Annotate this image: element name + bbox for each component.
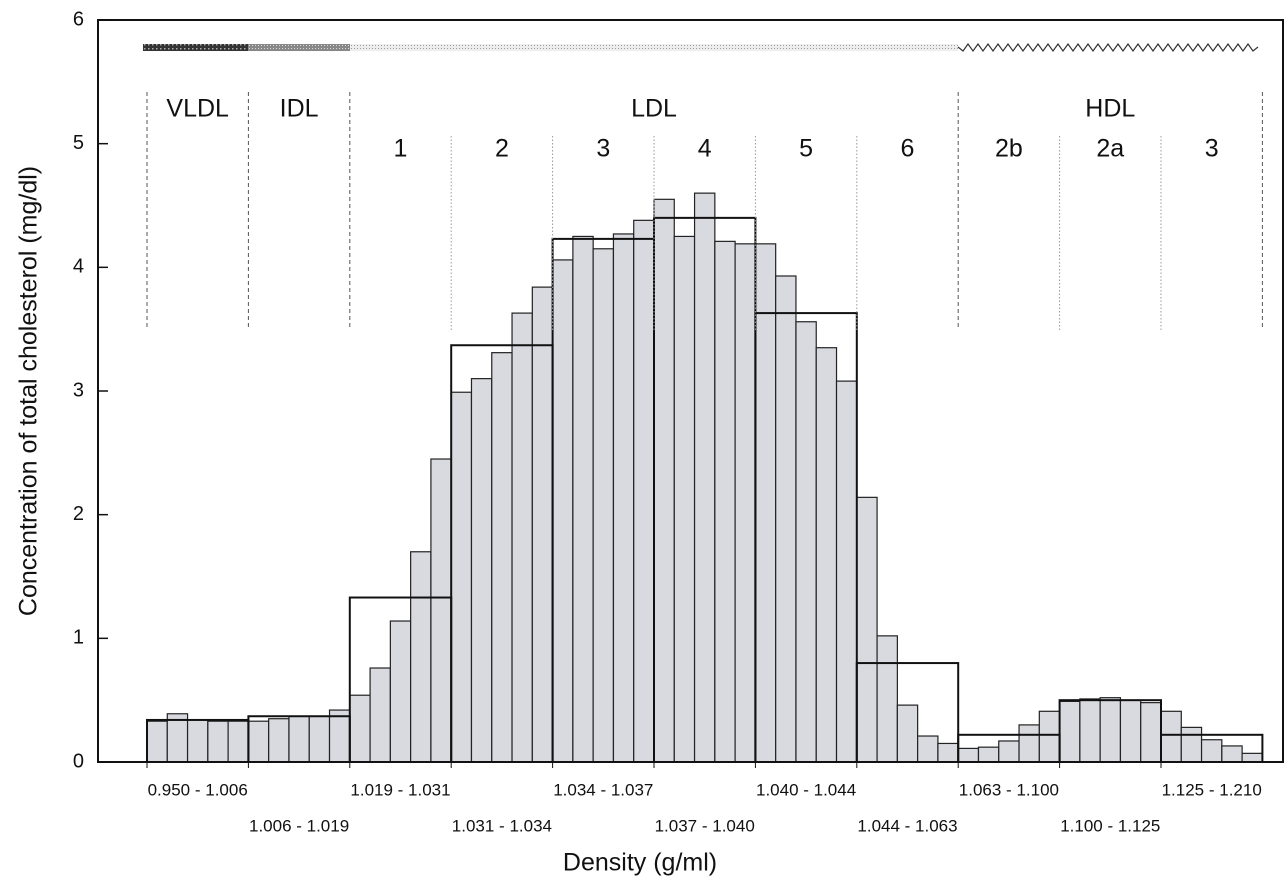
bar	[450, 391, 473, 763]
bar	[288, 715, 310, 763]
bar	[531, 286, 554, 763]
bar	[653, 198, 675, 763]
bar	[1018, 724, 1040, 763]
bar	[734, 243, 756, 763]
bar	[207, 720, 229, 763]
bar	[835, 380, 858, 763]
bar	[470, 378, 493, 763]
bar	[876, 635, 898, 763]
bar	[795, 321, 817, 763]
bar	[186, 719, 209, 763]
bar	[896, 704, 919, 763]
y-tick-label: 4	[73, 256, 84, 278]
bar	[592, 248, 615, 763]
band-vldl	[143, 44, 248, 51]
bar	[389, 620, 412, 763]
bar	[369, 667, 391, 763]
y-tick-label: 1	[73, 627, 84, 649]
bar	[491, 352, 513, 763]
group-outline	[1058, 699, 1162, 764]
y-tick-label: 5	[73, 132, 84, 154]
bar	[937, 742, 959, 763]
subclass-label: 4	[698, 135, 712, 163]
x-tick-label: 1.040 - 1.044	[756, 780, 856, 799]
subclass-label: 2	[495, 135, 509, 163]
bar	[410, 551, 432, 763]
subclass-label: 3	[1205, 135, 1219, 163]
x-tick-label: 0.950 - 1.006	[148, 780, 248, 799]
bar	[268, 718, 290, 763]
bar	[754, 243, 777, 763]
bar	[1160, 710, 1182, 763]
bar	[551, 259, 574, 763]
x-tick-label: 1.034 - 1.037	[553, 780, 653, 799]
x-tick-label: 1.063 - 1.100	[959, 780, 1059, 799]
subclass-label: 5	[799, 135, 813, 163]
bar	[815, 347, 838, 763]
bar	[612, 233, 635, 763]
bar	[308, 715, 331, 763]
bar	[1099, 697, 1122, 763]
bar	[957, 747, 980, 763]
bar	[714, 240, 736, 763]
bar	[349, 694, 371, 763]
subclass-label: 1	[394, 135, 408, 163]
bar	[775, 275, 797, 763]
bar	[1200, 739, 1223, 763]
x-tick-label: 1.044 - 1.063	[857, 816, 957, 835]
bar	[1079, 698, 1101, 763]
bar	[998, 740, 1020, 763]
bar	[1241, 752, 1263, 763]
x-tick-label: 1.006 - 1.019	[249, 816, 349, 835]
x-tick-label: 1.125 - 1.210	[1162, 780, 1262, 799]
y-axis-title: Concentration of total cholesterol (mg/d…	[15, 166, 43, 616]
x-tick-label: 1.031 - 1.034	[452, 816, 552, 835]
class-label: IDL	[280, 95, 319, 123]
bar	[227, 720, 249, 763]
bar	[917, 735, 939, 763]
x-tick-label: 1.019 - 1.031	[350, 780, 450, 799]
band-ldl	[350, 44, 958, 51]
class-label: HDL	[1085, 95, 1135, 123]
bar	[977, 746, 1000, 763]
class-label: LDL	[631, 95, 677, 123]
bar	[1221, 745, 1243, 763]
bar	[1038, 710, 1061, 763]
bar	[430, 458, 452, 763]
bar	[1058, 700, 1081, 763]
y-tick-label: 3	[73, 379, 84, 401]
band-idl	[248, 44, 350, 51]
bar	[328, 709, 351, 763]
bar	[1180, 726, 1203, 763]
subclass-label: 3	[596, 135, 610, 163]
y-tick-label: 2	[73, 503, 84, 525]
group-outline	[754, 312, 858, 763]
bar	[166, 713, 189, 763]
bar	[572, 235, 594, 763]
group-outline	[855, 662, 960, 763]
bar	[633, 219, 655, 763]
subclass-label: 2a	[1096, 135, 1124, 163]
bar	[1119, 699, 1142, 763]
bar	[1140, 702, 1162, 763]
bar	[511, 312, 533, 763]
x-axis-title: Density (g/ml)	[563, 849, 717, 877]
x-tick-label: 1.037 - 1.040	[655, 816, 755, 835]
subclass-label: 6	[901, 135, 915, 163]
bar	[693, 192, 716, 763]
x-tick-label: 1.100 - 1.125	[1060, 816, 1160, 835]
group-outline	[1160, 733, 1264, 764]
subclass-label: 2b	[995, 135, 1023, 163]
bar	[247, 720, 270, 763]
bar	[673, 235, 696, 763]
bar	[146, 720, 168, 763]
y-tick-label: 0	[73, 750, 84, 772]
class-label: VLDL	[166, 95, 229, 123]
band-hdl	[957, 42, 1259, 53]
bar	[856, 496, 878, 763]
y-tick-label: 6	[73, 8, 84, 30]
